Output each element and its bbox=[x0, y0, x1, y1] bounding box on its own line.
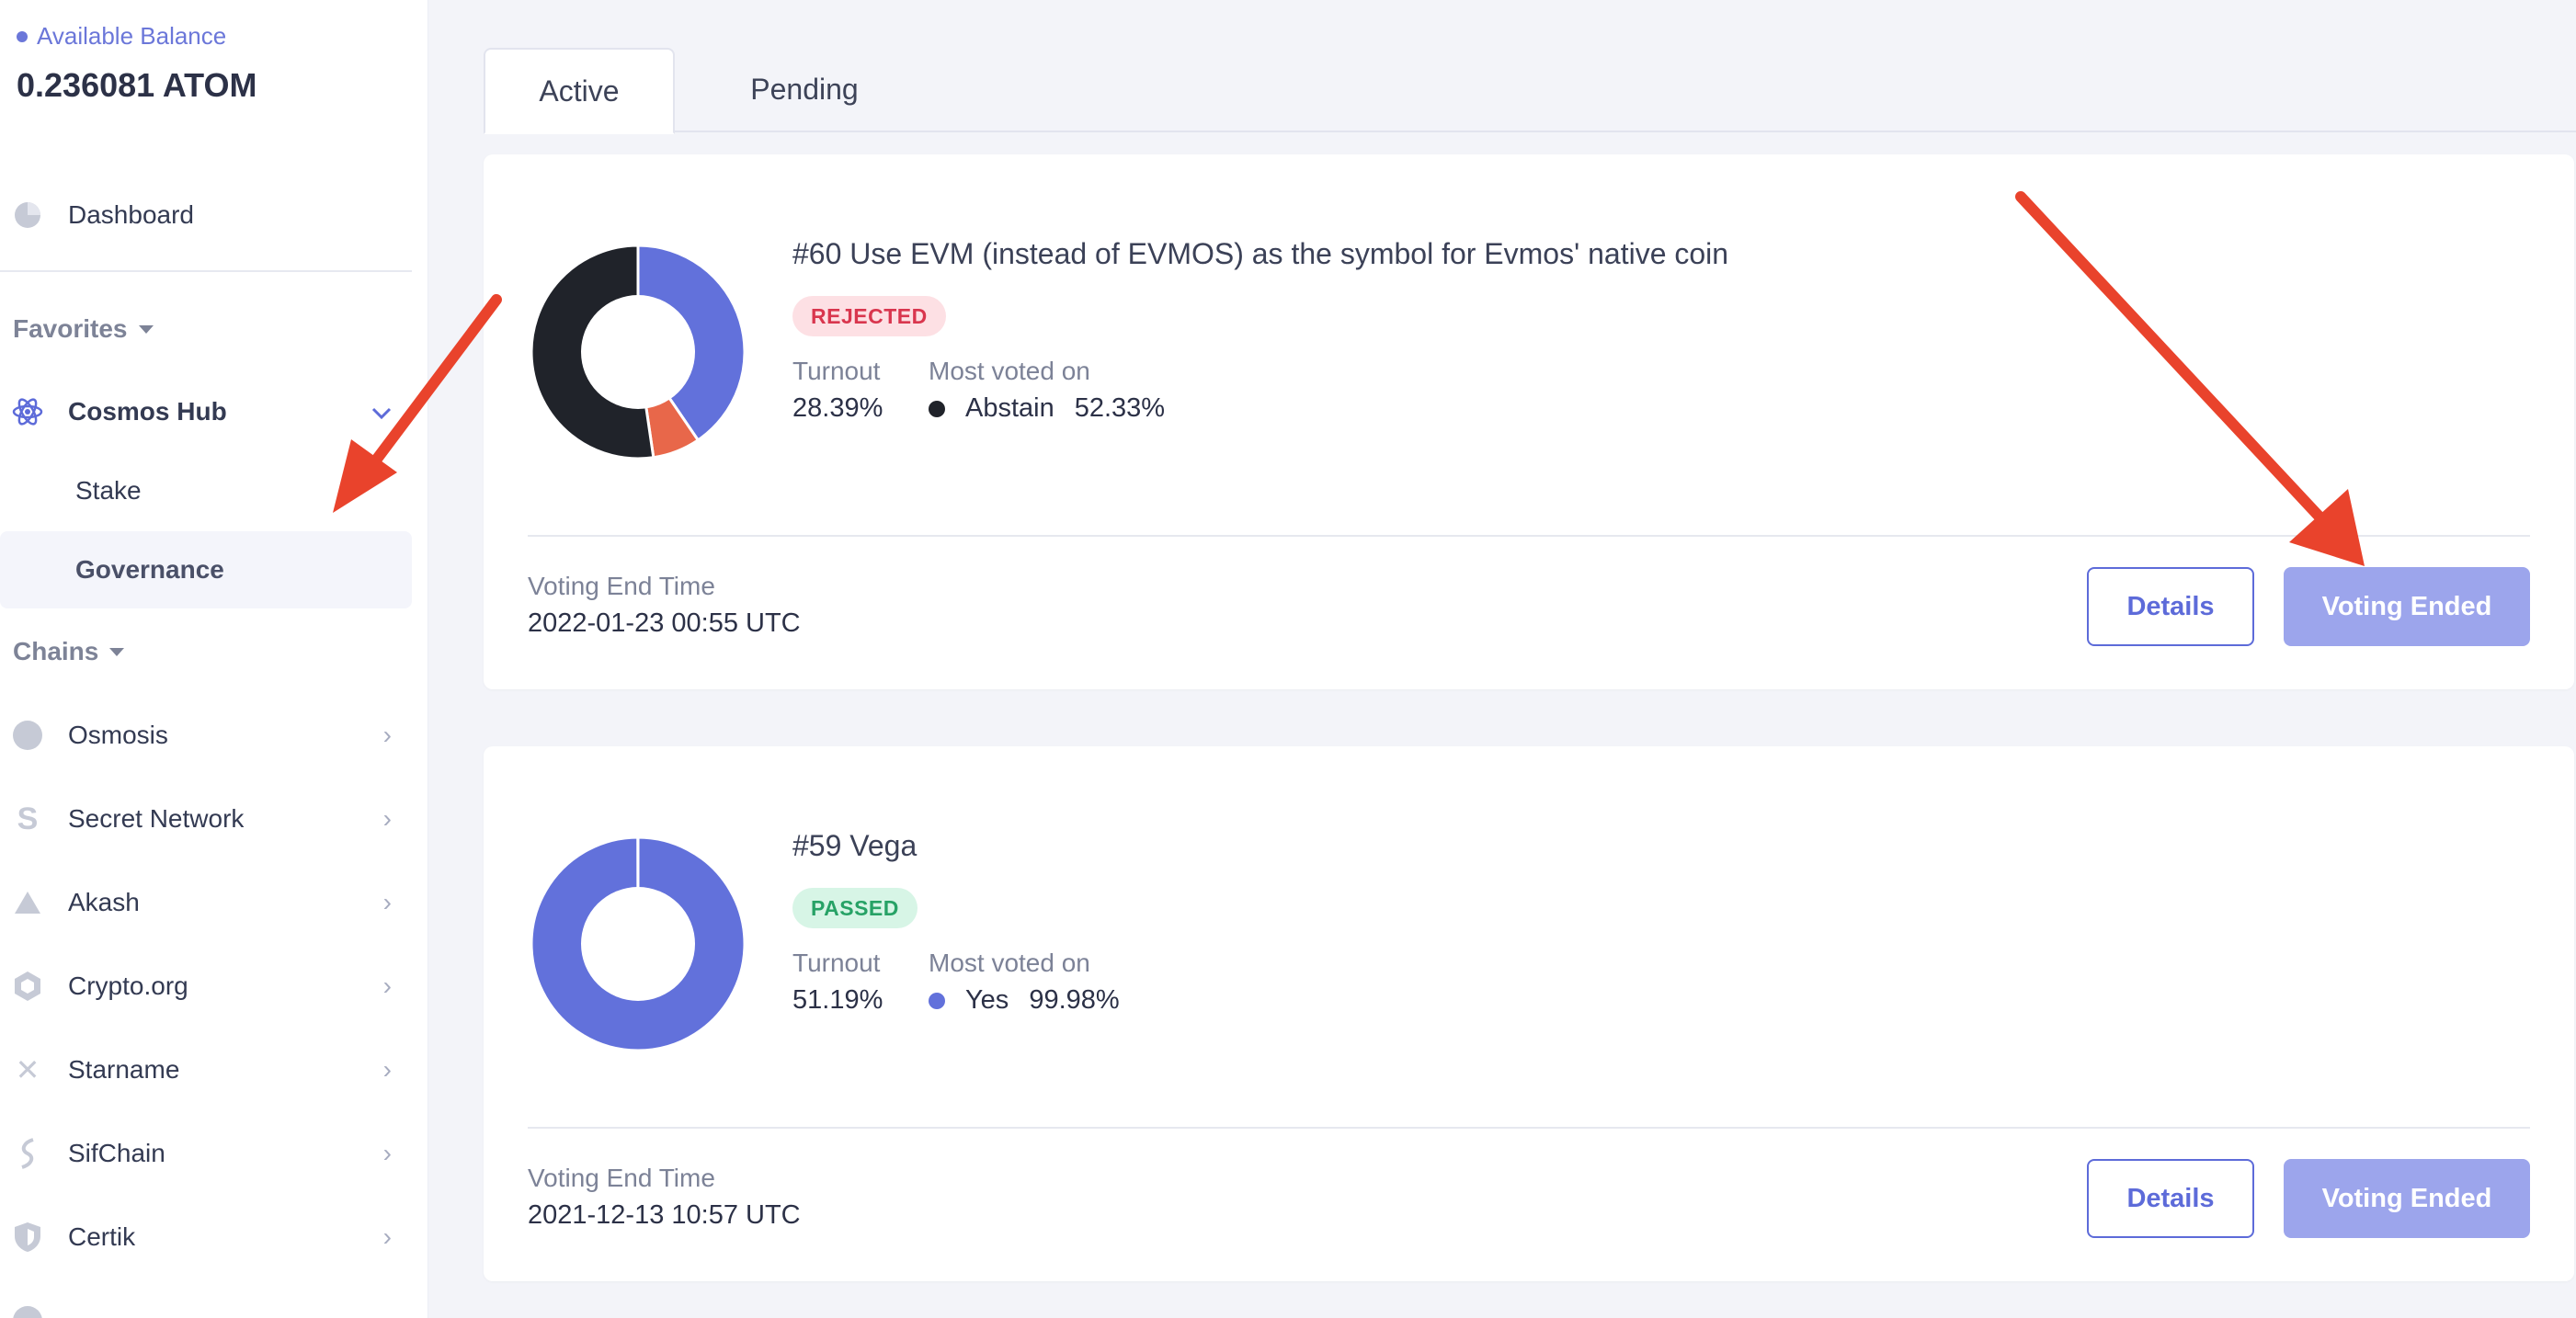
turnout-label: Turnout bbox=[792, 357, 881, 385]
sidebar-item-cosmos-hub[interactable]: Cosmos Hub bbox=[0, 373, 412, 450]
vote-distribution-donut bbox=[530, 244, 747, 460]
sidebar-item-starname[interactable]: ✕ Starname › bbox=[0, 1031, 412, 1108]
certik-icon bbox=[11, 1221, 44, 1254]
tab-active[interactable]: Active bbox=[484, 48, 675, 134]
chevron-right-icon: › bbox=[382, 971, 392, 1000]
sidebar-item-certik[interactable]: Certik › bbox=[0, 1199, 412, 1276]
voting-ended-button[interactable]: Voting Ended bbox=[2284, 567, 2530, 646]
sidebar-item-crypto-org[interactable]: Crypto.org › bbox=[0, 948, 412, 1025]
sifchain-icon bbox=[11, 1137, 44, 1170]
tab-pending[interactable]: Pending bbox=[750, 72, 859, 106]
chevron-right-icon: › bbox=[382, 888, 392, 916]
secret-network-icon: S bbox=[17, 801, 39, 836]
sidebar-item-sifchain[interactable]: SifChain › bbox=[0, 1115, 412, 1192]
akash-icon bbox=[11, 886, 44, 919]
available-balance-label: Available Balance bbox=[17, 22, 226, 51]
chains-section-toggle[interactable]: Chains bbox=[13, 637, 125, 666]
chevron-right-icon: › bbox=[382, 804, 392, 833]
crypto-org-icon bbox=[11, 970, 44, 1003]
sidebar-item-next-chain-partial[interactable] bbox=[0, 1282, 412, 1318]
sidebar-item-dashboard[interactable]: Dashboard bbox=[0, 176, 412, 254]
voting-ended-button[interactable]: Voting Ended bbox=[2284, 1159, 2530, 1238]
caret-down-icon bbox=[138, 324, 154, 334]
chevron-right-icon: › bbox=[382, 721, 392, 749]
voting-end-time-value: 2021-12-13 10:57 UTC bbox=[528, 1200, 801, 1230]
pie-chart-icon bbox=[11, 199, 44, 232]
donut-hole bbox=[581, 887, 695, 1001]
proposal-card: #60 Use EVM (instead of EVMOS) as the sy… bbox=[484, 154, 2574, 689]
available-balance-value: 0.236081 ATOM bbox=[17, 66, 257, 104]
most-voted-value: Abstain 52.33% bbox=[929, 393, 1165, 424]
atom-icon bbox=[11, 395, 44, 428]
chevron-right-icon: › bbox=[382, 1139, 392, 1167]
voting-end-time-label: Voting End Time bbox=[528, 572, 715, 600]
yes-dot-icon bbox=[929, 992, 945, 1009]
chevron-right-icon: › bbox=[382, 1055, 392, 1084]
status-badge: PASSED bbox=[792, 888, 918, 928]
sidebar-item-osmosis[interactable]: Osmosis › bbox=[0, 697, 412, 774]
most-voted-value: Yes 99.98% bbox=[929, 985, 1120, 1016]
turnout-label: Turnout bbox=[792, 949, 881, 977]
sidebar: Available Balance 0.236081 ATOM Dashboar… bbox=[0, 0, 428, 1318]
vote-distribution-donut bbox=[530, 835, 747, 1052]
most-voted-label: Most voted on bbox=[929, 949, 1090, 977]
details-button[interactable]: Details bbox=[2087, 567, 2254, 646]
details-button[interactable]: Details bbox=[2087, 1159, 2254, 1238]
voting-end-time-label: Voting End Time bbox=[528, 1164, 715, 1192]
sidebar-divider bbox=[0, 270, 412, 272]
starname-icon: ✕ bbox=[15, 1053, 40, 1086]
donut-hole bbox=[581, 295, 695, 409]
chain-icon bbox=[11, 1304, 44, 1318]
abstain-dot-icon bbox=[929, 400, 945, 417]
sidebar-item-stake[interactable]: Stake bbox=[75, 476, 142, 505]
proposal-title[interactable]: #59 Vega bbox=[792, 829, 918, 862]
favorites-section-toggle[interactable]: Favorites bbox=[13, 314, 154, 344]
chevron-right-icon: › bbox=[382, 1222, 392, 1251]
status-badge: REJECTED bbox=[792, 296, 946, 336]
caret-down-icon bbox=[109, 647, 125, 656]
proposal-title[interactable]: #60 Use EVM (instead of EVMOS) as the sy… bbox=[792, 237, 1729, 270]
osmosis-icon bbox=[11, 719, 44, 752]
sidebar-item-governance[interactable]: Governance bbox=[0, 531, 412, 608]
card-divider bbox=[528, 535, 2530, 537]
turnout-value: 28.39% bbox=[792, 393, 883, 423]
card-divider bbox=[528, 1127, 2530, 1129]
balance-status-dot bbox=[17, 30, 28, 42]
turnout-value: 51.19% bbox=[792, 985, 883, 1015]
sidebar-item-akash[interactable]: Akash › bbox=[0, 864, 412, 941]
voting-end-time-value: 2022-01-23 00:55 UTC bbox=[528, 608, 801, 638]
sidebar-item-secret-network[interactable]: S Secret Network › bbox=[0, 780, 412, 858]
proposal-card: #59 Vega PASSED Turnout 51.19% Most vote… bbox=[484, 746, 2574, 1281]
proposal-tabs: Active Pending bbox=[484, 48, 2576, 134]
most-voted-label: Most voted on bbox=[929, 357, 1090, 385]
chevron-down-icon bbox=[371, 397, 392, 426]
